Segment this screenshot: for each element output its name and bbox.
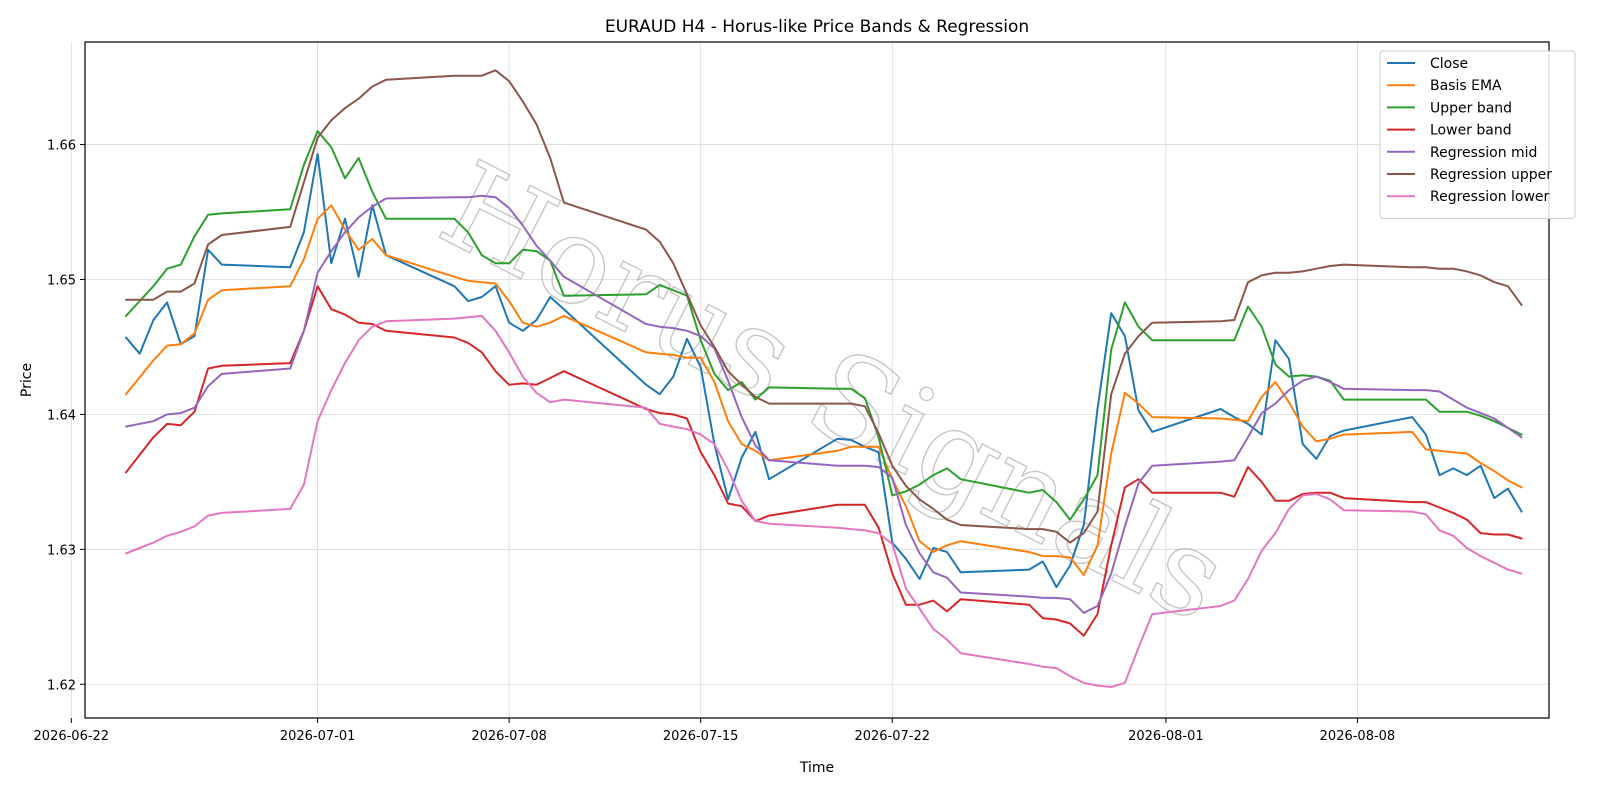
chart-title: EURAUD H4 - Horus-like Price Bands & Reg… (605, 17, 1029, 37)
x-axis-label: Time (799, 760, 834, 776)
series-line-lower-band (125, 285, 1523, 637)
plot-frame (84, 41, 1550, 719)
legend-box (1379, 50, 1576, 219)
x-axis: 2026-06-22 2026-07-01 2026-07-08 2026-07-15… (34, 718, 1396, 744)
y-tick-label: 1.62 (47, 678, 76, 693)
legend-label: Close (1430, 56, 1468, 72)
y-tick-label: 1.63 (47, 543, 76, 558)
series-line-upper-band (125, 130, 1523, 521)
legend-label: Upper band (1430, 100, 1512, 116)
y-tick-label: 1.64 (47, 408, 76, 423)
legend: Close Basis EMA Upper band Lower band Regres… (1379, 50, 1576, 219)
y-tick-label: 1.66 (47, 139, 76, 154)
y-tick-label: 1.65 (47, 273, 76, 288)
legend-label: Basis EMA (1430, 78, 1502, 94)
series-layer (125, 69, 1523, 688)
legend-label: Regression lower (1430, 189, 1550, 205)
y-axis-label: Price (19, 363, 35, 397)
series-line-basis-ema (125, 204, 1523, 576)
x-tick-label: 2026-07-08 (471, 729, 547, 744)
x-tick-label: 2026-07-01 (280, 729, 356, 744)
series-line-regression-mid (125, 194, 1523, 614)
legend-label: Lower band (1430, 123, 1512, 139)
x-tick-label: 2026-08-08 (1320, 729, 1396, 744)
series-line-regression-lower (125, 314, 1523, 688)
legend-label: Regression upper (1430, 167, 1552, 183)
series-line-regression-upper (125, 69, 1523, 544)
legend-label: Regression mid (1430, 145, 1537, 161)
grid (70, 42, 1549, 718)
x-tick-label: 2026-07-15 (663, 729, 739, 744)
x-tick-label: 2026-07-22 (854, 729, 930, 744)
x-tick-label: 2026-08-01 (1128, 729, 1204, 744)
x-tick-label: 2026-06-22 (34, 729, 110, 744)
y-axis: 1.62 1.63 1.64 1.65 1.66 (47, 139, 85, 693)
